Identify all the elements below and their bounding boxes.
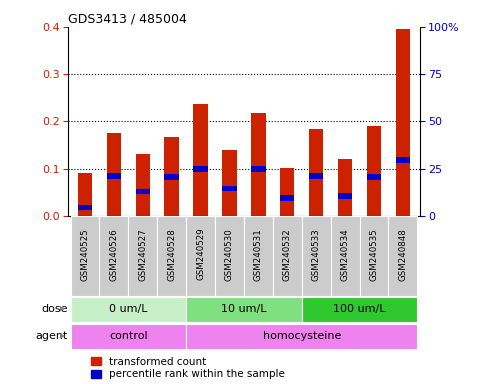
Bar <box>280 168 295 216</box>
Bar <box>251 113 266 216</box>
Text: GSM240526: GSM240526 <box>109 228 118 281</box>
FancyBboxPatch shape <box>186 324 417 349</box>
Bar <box>107 133 121 216</box>
Text: homocysteine: homocysteine <box>263 331 341 341</box>
Legend: transformed count, percentile rank within the sample: transformed count, percentile rank withi… <box>90 356 286 380</box>
FancyBboxPatch shape <box>302 216 331 296</box>
Bar <box>136 154 150 216</box>
Bar <box>136 189 150 194</box>
Bar <box>367 174 381 180</box>
FancyBboxPatch shape <box>71 216 99 296</box>
Bar <box>338 193 352 199</box>
Text: GSM240848: GSM240848 <box>398 228 407 281</box>
FancyBboxPatch shape <box>128 216 157 296</box>
FancyBboxPatch shape <box>99 216 128 296</box>
Bar <box>107 173 121 179</box>
Text: GSM240535: GSM240535 <box>369 228 379 281</box>
Text: agent: agent <box>36 331 68 341</box>
Text: GSM240528: GSM240528 <box>167 228 176 281</box>
Bar <box>309 129 324 216</box>
FancyBboxPatch shape <box>71 324 186 349</box>
Text: 0 um/L: 0 um/L <box>109 304 148 314</box>
FancyBboxPatch shape <box>359 216 388 296</box>
Text: GSM240525: GSM240525 <box>81 228 89 281</box>
Bar <box>309 173 324 179</box>
FancyBboxPatch shape <box>388 216 417 296</box>
Text: GSM240532: GSM240532 <box>283 228 292 281</box>
FancyBboxPatch shape <box>186 216 215 296</box>
Text: GSM240533: GSM240533 <box>312 228 321 281</box>
Bar <box>193 166 208 172</box>
Bar <box>78 205 92 210</box>
Text: GSM240529: GSM240529 <box>196 228 205 280</box>
Bar <box>367 126 381 216</box>
FancyBboxPatch shape <box>273 216 302 296</box>
Bar <box>164 137 179 216</box>
Text: GSM240534: GSM240534 <box>341 228 350 281</box>
Bar <box>222 150 237 216</box>
FancyBboxPatch shape <box>215 216 244 296</box>
Text: GDS3413 / 485004: GDS3413 / 485004 <box>68 13 186 26</box>
Bar <box>193 104 208 216</box>
Text: GSM240527: GSM240527 <box>138 228 147 281</box>
Text: dose: dose <box>42 304 68 314</box>
Bar <box>78 174 92 216</box>
FancyBboxPatch shape <box>186 297 302 321</box>
Text: control: control <box>109 331 148 341</box>
Bar <box>251 166 266 172</box>
Bar <box>280 195 295 201</box>
FancyBboxPatch shape <box>244 216 273 296</box>
FancyBboxPatch shape <box>71 297 186 321</box>
Text: GSM240531: GSM240531 <box>254 228 263 281</box>
Bar <box>222 186 237 191</box>
Bar <box>164 174 179 180</box>
Bar <box>396 29 410 216</box>
Bar <box>338 159 352 216</box>
Bar <box>396 157 410 163</box>
FancyBboxPatch shape <box>331 216 359 296</box>
Text: 100 um/L: 100 um/L <box>333 304 386 314</box>
FancyBboxPatch shape <box>302 297 417 321</box>
FancyBboxPatch shape <box>157 216 186 296</box>
Text: GSM240530: GSM240530 <box>225 228 234 281</box>
Text: 10 um/L: 10 um/L <box>221 304 267 314</box>
